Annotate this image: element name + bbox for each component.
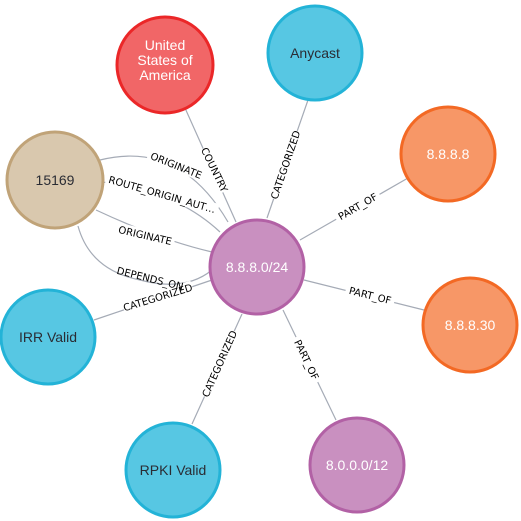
svg-text:8.0.0.0/12: 8.0.0.0/12 xyxy=(326,457,388,473)
nodes-layer: 8.8.8.0/24 United States of America Anycas… xyxy=(0,4,519,519)
svg-text:ORIGINATE: ORIGINATE xyxy=(117,225,173,248)
node-label-line: States of xyxy=(137,52,192,68)
svg-text:DEPENDS_ON: DEPENDS_ON xyxy=(115,266,184,293)
node-prefix-8-0-0-0-12[interactable]: 8.0.0.0/12 xyxy=(308,416,406,514)
node-rpki-valid[interactable]: RPKI Valid xyxy=(124,421,222,519)
edge-label-depends-on: DEPENDS_ON xyxy=(115,266,184,293)
node-as-15169[interactable]: 15169 xyxy=(5,130,105,230)
node-label-line: America xyxy=(139,67,191,83)
svg-text:PART_OF: PART_OF xyxy=(337,192,380,223)
edge-label-categorized-rpki: CATEGORIZED xyxy=(198,328,240,399)
node-irr-valid[interactable]: IRR Valid xyxy=(0,288,97,386)
edge-depends-on[interactable] xyxy=(77,225,213,285)
svg-text:CATEGORIZED: CATEGORIZED xyxy=(201,329,240,399)
svg-text:8.8.8.8: 8.8.8.8 xyxy=(427,146,470,162)
edge-label-categorized-anycast: CATEGORIZED xyxy=(267,128,304,201)
node-ip-8-8-8-30[interactable]: 8.8.8.30 xyxy=(421,276,519,374)
node-ip-8-8-8-8[interactable]: 8.8.8.8 xyxy=(399,105,497,203)
edge-label-originate-1: ORIGINATE xyxy=(146,148,207,182)
edge-label-part-of-88830: PART_OF xyxy=(344,283,396,307)
edge-label-part-of-8888: PART_OF xyxy=(332,188,383,224)
svg-text:RPKI Valid: RPKI Valid xyxy=(140,462,207,478)
svg-text:Anycast: Anycast xyxy=(290,45,340,61)
node-country-usa[interactable]: United States of America xyxy=(115,15,215,115)
svg-text:15169: 15169 xyxy=(36,172,75,188)
svg-text:CATEGORIZED: CATEGORIZED xyxy=(270,129,304,201)
svg-text:8.8.8.0/24: 8.8.8.0/24 xyxy=(226,259,288,275)
edge-label-part-of-800012: PART_OF xyxy=(290,334,324,385)
svg-text:IRR Valid: IRR Valid xyxy=(19,329,77,345)
node-prefix-8-8-8-0-24[interactable]: 8.8.8.0/24 xyxy=(208,218,306,316)
svg-text:8.8.8.30: 8.8.8.30 xyxy=(445,317,496,333)
node-anycast[interactable]: Anycast xyxy=(266,4,364,102)
node-label-line: United xyxy=(145,37,185,53)
edge-label-originate-2: ORIGINATE xyxy=(114,222,176,248)
